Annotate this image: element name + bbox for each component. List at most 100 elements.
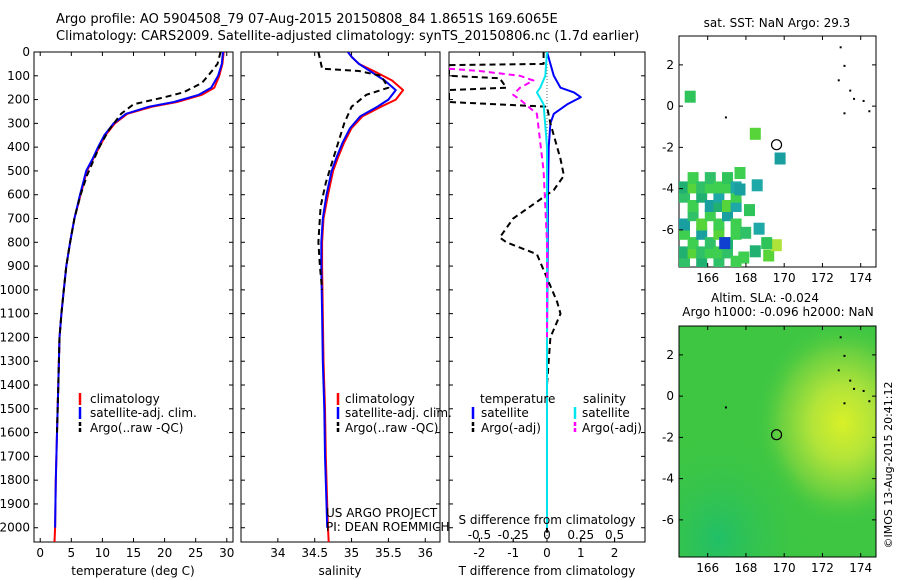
sst-cell xyxy=(679,181,690,194)
island-mark xyxy=(843,112,846,115)
map-y-tick-label: 2 xyxy=(666,348,674,362)
map-y-tick-label: 2 xyxy=(666,58,674,72)
island-mark xyxy=(724,116,727,119)
island-mark xyxy=(839,336,842,339)
x-tick-label: 0 xyxy=(543,546,551,560)
x-tick-label: 35.5 xyxy=(375,546,402,560)
map-y-tick-label: 0 xyxy=(666,99,674,113)
map-x-tick-label: 172 xyxy=(811,561,834,575)
sst-cell xyxy=(713,200,725,212)
map-y-tick-label: -4 xyxy=(662,472,674,486)
island-mark xyxy=(853,97,856,100)
map-y-tick-label: -2 xyxy=(662,430,674,444)
series-argo-raw-qc xyxy=(317,52,390,290)
sst-cell xyxy=(713,227,725,240)
sst-cell xyxy=(744,204,755,217)
map-x-tick-label: 166 xyxy=(696,271,719,285)
series-satellite-adj-clim xyxy=(54,52,224,528)
header-line-1: Argo profile: AO 5904508_79 07-Aug-2015 … xyxy=(56,12,558,27)
sst-cell xyxy=(704,246,716,259)
sla-subtitle: Argo h1000: -0.096 h2000: NaN xyxy=(682,305,874,319)
x-tick-label: 15 xyxy=(126,546,141,560)
legend-label-s-satellite: satellite xyxy=(582,406,630,420)
map-y-tick-label: -4 xyxy=(662,182,674,196)
y-tick-label: 2000 xyxy=(0,521,30,535)
island-mark xyxy=(849,89,852,92)
y-tick-label: 900 xyxy=(7,259,30,273)
map-y-tick-label: -2 xyxy=(662,140,674,154)
sst-cell xyxy=(749,245,761,258)
x-top-tick-label: 0.5 xyxy=(605,528,624,542)
x-tick-label: 10 xyxy=(95,546,110,560)
y-tick-label: 700 xyxy=(7,212,30,226)
sst-cell xyxy=(722,209,733,222)
sst-cell xyxy=(696,181,708,194)
island-mark xyxy=(837,369,840,372)
sst-cell xyxy=(730,200,742,212)
sst-cell xyxy=(696,255,708,267)
legend-label-climatology: climatology xyxy=(345,392,415,406)
y-tick-label: 600 xyxy=(7,188,30,202)
sst-map xyxy=(679,90,786,267)
sst-cell xyxy=(774,152,786,165)
y-tick-label: 1800 xyxy=(0,473,30,487)
sst-cell xyxy=(730,218,742,231)
sst-cell xyxy=(738,251,750,264)
sst-cell xyxy=(730,190,742,203)
y-tick-label: 200 xyxy=(7,93,30,107)
sst-cell xyxy=(761,237,773,250)
sst-title: sat. SST: NaN Argo: 29.3 xyxy=(704,16,851,30)
sst-cell xyxy=(704,181,716,194)
sst-cell xyxy=(730,227,742,240)
sst-cell xyxy=(740,226,752,239)
x-top-tick-label: -0.5 xyxy=(468,528,491,542)
island-mark xyxy=(839,46,842,49)
sst-cell xyxy=(704,209,716,222)
difference-legend: temperature salinity satellite Argo(-adj… xyxy=(471,392,642,435)
island-mark xyxy=(868,400,871,403)
legend-label-s-argo: Argo(-adj) xyxy=(582,421,642,435)
sla-map-low xyxy=(679,326,876,557)
island-mark xyxy=(853,387,856,390)
x-top-tick-label: 0.25 xyxy=(567,528,594,542)
sst-cell xyxy=(696,227,708,240)
sst-cell xyxy=(713,181,725,194)
y-tick-label: 100 xyxy=(7,69,30,83)
sst-cell xyxy=(734,183,746,196)
x-tick-label: 34.5 xyxy=(301,546,328,560)
sst-cell xyxy=(719,237,731,250)
y-tick-label: 800 xyxy=(7,235,30,249)
sst-cell xyxy=(713,255,725,267)
salinity-legend: climatology satellite-adj. clim. Argo(..… xyxy=(336,392,452,435)
map-x-tick-label: 170 xyxy=(773,561,796,575)
x-top-tick-label: -0.25 xyxy=(498,528,529,542)
sst-cell xyxy=(687,246,699,259)
series-argo-raw-qc xyxy=(56,52,222,433)
sst-cell xyxy=(679,246,690,259)
x-tick-label: 5 xyxy=(67,546,75,560)
sst-cell xyxy=(730,255,742,267)
sst-cell xyxy=(704,172,716,185)
y-tick-label: 1300 xyxy=(0,354,30,368)
temperature-legend: climatology satellite-adj. clim. Argo(..… xyxy=(78,392,197,435)
sst-cell xyxy=(687,172,699,185)
island-mark xyxy=(837,79,840,82)
difference-xlabel-top: S difference from climatology xyxy=(459,513,636,527)
island-mark xyxy=(849,379,852,382)
sst-cell xyxy=(679,227,690,240)
sst-cell xyxy=(687,209,699,222)
temperature-axes xyxy=(33,51,234,543)
y-tick-label: 0 xyxy=(22,45,30,59)
legend-label-argo: Argo(..raw -QC) xyxy=(90,421,183,435)
y-tick-label: 1700 xyxy=(0,449,30,463)
sst-cell xyxy=(763,249,775,262)
sst-cell xyxy=(722,172,733,185)
sst-cell xyxy=(713,218,725,231)
map-y-tick-label: -6 xyxy=(662,513,674,527)
sst-cell xyxy=(749,127,761,140)
x-tick-label: 34 xyxy=(270,546,285,560)
x-tick-label: 36 xyxy=(418,546,433,560)
sst-cell xyxy=(687,181,699,194)
x-tick-label: -1 xyxy=(507,546,519,560)
argo-position-marker-sst xyxy=(770,139,783,151)
